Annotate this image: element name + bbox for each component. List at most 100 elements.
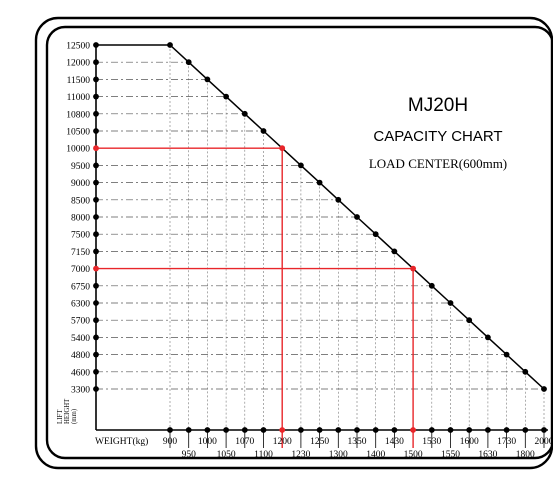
- y-axis-marker: [93, 265, 99, 272]
- x-tick-label: 1070: [235, 437, 254, 447]
- x-tick-label: 1000: [198, 437, 217, 447]
- data-point: [260, 128, 267, 134]
- inner-frame: [45, 25, 553, 460]
- x-tick-label: 1400: [366, 450, 385, 460]
- y-axis-marker: [93, 214, 99, 220]
- x-axis-marker: [447, 427, 454, 433]
- x-tick-label: 1600: [460, 437, 479, 447]
- y-axis-marker: [93, 248, 99, 255]
- data-point: [372, 231, 379, 238]
- y-tick-label: 4800: [71, 351, 90, 361]
- data-point: [298, 162, 304, 169]
- x-tick-label: 900: [163, 437, 178, 447]
- y-tick-label: 10800: [66, 110, 90, 120]
- y-axis-marker: [93, 368, 99, 375]
- x-tick-label: 1630: [478, 450, 497, 460]
- load-center-note: LOAD CENTER(600mm): [369, 156, 507, 171]
- y-tick-label: 12000: [66, 59, 90, 69]
- x-axis-marker: [204, 427, 211, 433]
- y-tick-label: 11500: [67, 76, 91, 86]
- data-point: [503, 351, 510, 358]
- y-tick-label: 11000: [67, 93, 91, 103]
- x-axis-marker: [391, 427, 398, 433]
- data-point: [241, 110, 248, 117]
- data-point: [223, 93, 230, 100]
- data-point: [447, 300, 454, 306]
- data-point-highlight: [279, 145, 286, 152]
- y-tick-label: 4600: [71, 368, 90, 378]
- y-axis-label-line-1: LIFT: [57, 409, 64, 424]
- y-axis-label-line-3: (mm): [71, 409, 78, 424]
- x-axis-marker: [241, 427, 248, 433]
- y-tick-label: 3300: [71, 386, 90, 396]
- x-tick-label: 1250: [310, 437, 329, 447]
- y-tick-label: 7500: [71, 231, 90, 241]
- y-axis-marker: [93, 196, 99, 203]
- data-point: [185, 59, 192, 66]
- y-axis-marker: [93, 110, 99, 117]
- y-tick-label: 6750: [71, 282, 90, 292]
- x-axis-marker: [316, 427, 323, 433]
- x-axis-marker: [260, 427, 267, 433]
- x-axis-marker: [185, 427, 192, 433]
- data-point: [316, 179, 323, 186]
- x-tick-label: 1730: [497, 437, 516, 447]
- y-tick-label: 12500: [66, 42, 90, 52]
- y-tick-label: 7000: [71, 265, 90, 275]
- x-tick-label: 1050: [217, 450, 236, 460]
- x-axis-marker: [298, 427, 304, 433]
- x-tick-label: 1300: [329, 450, 348, 460]
- x-tick-label: 1800: [516, 450, 535, 460]
- capacity-curve-line: [96, 44, 545, 390]
- x-axis-marker: [503, 427, 510, 433]
- x-axis-marker: [354, 427, 360, 433]
- y-axis-marker: [93, 59, 99, 66]
- y-tick-labels: 12500 12000 11500 11000 10800 10500 10000 9500 9…: [66, 42, 99, 396]
- x-axis-marker: [223, 427, 230, 433]
- grid-lines: [96, 44, 545, 448]
- y-tick-label: 9000: [71, 179, 90, 189]
- x-tick-label: 1430: [385, 437, 404, 447]
- data-point: [391, 248, 398, 255]
- outer-frame: [34, 16, 553, 470]
- data-point: [335, 196, 342, 203]
- x-axis-marker: [541, 427, 547, 433]
- x-tick-label: 1230: [291, 450, 310, 460]
- x-axis-marker: [466, 427, 473, 433]
- x-axis-marker: [372, 427, 379, 433]
- x-axis-marker: [167, 427, 173, 433]
- y-axis-marker: [93, 282, 99, 289]
- y-axis-marker: [93, 162, 99, 169]
- data-point: [541, 386, 547, 392]
- data-point: [466, 317, 473, 324]
- data-point: [204, 76, 211, 83]
- x-tick-label: 1100: [254, 450, 273, 460]
- highlight-lines: [96, 147, 414, 448]
- chart-subtitle: CAPACITY CHART: [373, 128, 502, 145]
- data-point: [522, 368, 529, 375]
- x-axis-marker: [279, 427, 286, 433]
- y-axis-marker: [93, 351, 99, 358]
- y-axis-marker: [93, 128, 99, 134]
- x-axis-marker: [410, 427, 416, 433]
- capacity-curve: [96, 42, 547, 392]
- y-tick-label: 8500: [71, 196, 90, 206]
- y-axis-marker: [93, 231, 99, 238]
- x-tick-label: 950: [182, 450, 197, 460]
- x-tick-label: 1550: [441, 450, 460, 460]
- x-axis-label: WEIGHT(kg): [95, 436, 148, 447]
- data-point: [428, 282, 435, 289]
- x-tick-label: 1530: [422, 437, 441, 447]
- data-point: [485, 334, 491, 341]
- data-point: [167, 42, 173, 48]
- x-axis-marker: [485, 427, 491, 433]
- y-axis-label-line-2: HEIGHT: [64, 398, 71, 424]
- y-axis-marker: [93, 179, 99, 186]
- y-axis-marker: [93, 76, 99, 83]
- x-tick-label: 1200: [273, 437, 292, 447]
- x-tick-label: 1500: [404, 450, 423, 460]
- y-tick-label: 7150: [71, 248, 90, 258]
- y-axis-marker: [93, 386, 99, 392]
